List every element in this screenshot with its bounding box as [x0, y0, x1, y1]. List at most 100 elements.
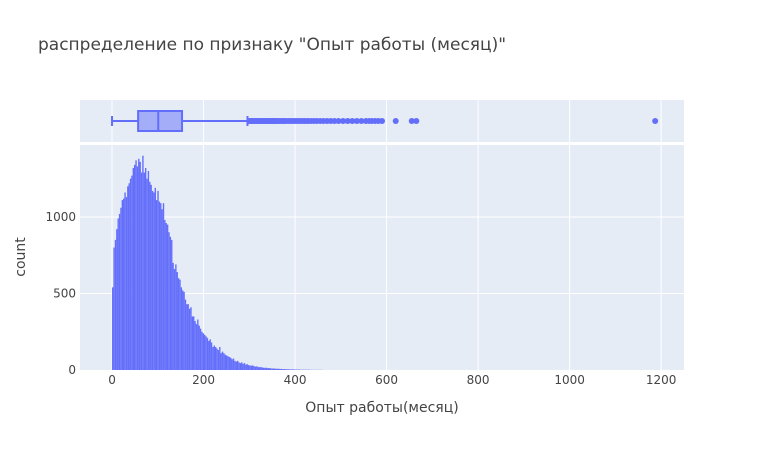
histogram-bar [166, 224, 169, 370]
x-tick-label: 200 [192, 373, 215, 387]
histogram-bar [267, 368, 269, 370]
histogram-bar [153, 192, 155, 370]
histogram-bar [182, 290, 184, 370]
histogram-bar [193, 316, 195, 370]
boxplot-outlier [413, 118, 420, 124]
histogram-bar [263, 367, 265, 370]
histogram-bar [199, 328, 202, 370]
histogram-bar [220, 353, 222, 370]
histogram-bar [283, 369, 285, 370]
x-axis-ticks: 0 200 400 600 800 1000 1200 [108, 373, 676, 387]
histogram-bar [246, 364, 248, 370]
histogram-bar [293, 369, 295, 370]
histogram-bar [287, 369, 290, 370]
histogram-bar [234, 360, 236, 370]
histogram-bar [158, 201, 161, 370]
histogram-bar [129, 178, 132, 370]
y-axis-title: count [13, 237, 29, 277]
x-tick-label: 1200 [646, 373, 677, 387]
histogram-bar [135, 160, 137, 370]
histogram-bar [138, 158, 140, 370]
histogram-bar [217, 350, 220, 370]
histogram-bar [209, 339, 211, 370]
boxplot-outlier [353, 118, 360, 124]
histogram-bar [261, 367, 264, 370]
histogram-bar [239, 363, 242, 370]
histogram-bar [184, 299, 187, 370]
histogram-bar [132, 167, 134, 370]
boxplot-outlier [335, 118, 342, 124]
histogram-bar [162, 203, 165, 370]
histogram-bar [116, 229, 118, 370]
histogram-bar [284, 369, 287, 370]
histogram-bar [278, 368, 280, 370]
x-axis-title: Опыт работы(месяц) [305, 400, 458, 416]
histogram-bar [221, 351, 224, 370]
boxplot-outlier [392, 118, 399, 124]
histogram-bar [177, 278, 180, 370]
histogram-bar [113, 247, 115, 370]
histogram-bar [225, 355, 228, 370]
boxplot-outlier [652, 118, 659, 124]
histogram-bar [147, 171, 150, 370]
histogram-bar [173, 268, 176, 370]
histogram-bar [172, 262, 174, 370]
histogram-bar [124, 192, 126, 370]
histogram-bar [154, 187, 156, 370]
histogram-bar [286, 369, 288, 370]
x-tick-label: 600 [375, 373, 398, 387]
histogram-bar [191, 316, 194, 370]
boxplot-box [137, 110, 184, 132]
histogram-bar [164, 220, 166, 370]
histogram-bar [274, 368, 276, 370]
histogram-bar [265, 367, 268, 370]
histogram-bar [120, 207, 122, 370]
histogram-bar [247, 365, 250, 370]
histogram-bar [202, 333, 205, 370]
boxplot [111, 110, 659, 132]
histogram-bar [269, 368, 272, 370]
histogram-bar [142, 155, 144, 370]
histogram-bar [238, 362, 240, 370]
histogram-bar [290, 369, 292, 370]
histogram-bar [291, 369, 294, 370]
histogram-bar [227, 356, 229, 370]
histogram-bar [252, 365, 254, 370]
boxplot-outlier [340, 118, 347, 124]
histogram-bar [201, 331, 203, 370]
histogram-bar [198, 325, 200, 370]
boxplot-outlier [344, 118, 351, 124]
histogram-bar [186, 304, 188, 370]
histogram-bar [195, 324, 198, 370]
histogram-bar [276, 368, 279, 370]
y-axis-ticks: 0 500 1000 [45, 210, 76, 377]
histogram-bar [127, 186, 129, 370]
histogram-bar [176, 272, 178, 370]
histogram-bar [188, 308, 191, 370]
histogram-bar [216, 348, 218, 370]
histogram-bar [123, 198, 125, 370]
histogram-bar [280, 368, 283, 370]
histogram-bar [165, 223, 167, 370]
x-tick-label: 800 [467, 373, 490, 387]
x-tick-label: 0 [108, 373, 116, 387]
histogram-bar [213, 345, 215, 370]
histogram-bar [235, 361, 237, 370]
histogram-bar [157, 190, 159, 370]
histogram-bar [169, 236, 172, 370]
x-tick-label: 400 [284, 373, 307, 387]
histogram-bar [236, 360, 239, 370]
histogram-bar [249, 365, 251, 370]
histogram-bar [264, 367, 266, 370]
histogram-bar [208, 340, 210, 370]
histogram-bar [161, 209, 163, 370]
histogram-bar [190, 307, 192, 370]
histogram-bar [144, 167, 147, 370]
histogram-bar [205, 336, 207, 370]
histogram-bar [242, 363, 244, 370]
histogram-bar [150, 184, 152, 370]
histogram-bar [171, 239, 173, 370]
histogram-bar [133, 164, 136, 370]
histogram-bar [131, 175, 133, 370]
